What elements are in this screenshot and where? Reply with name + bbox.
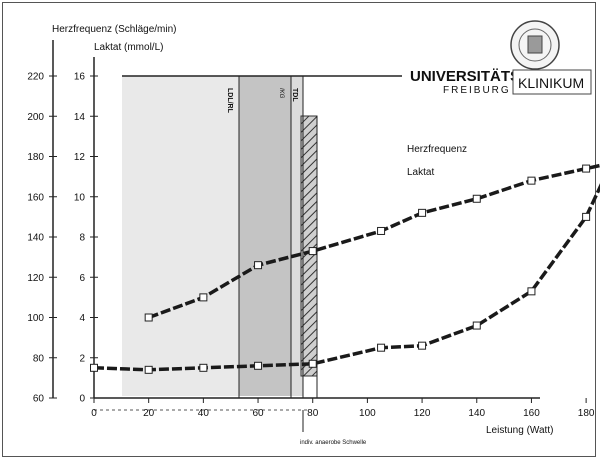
logo-line-2: FREIBURG	[443, 85, 511, 96]
series-point	[527, 287, 536, 296]
hr-tick-label: 100	[27, 313, 44, 324]
series-point	[582, 212, 591, 221]
series-point	[308, 247, 317, 256]
lactate-tick-label: 4	[79, 313, 85, 324]
x-tick-label: 60	[252, 408, 264, 419]
lactate-axis-title: Laktat (mmol/L)	[94, 42, 163, 53]
series-point	[582, 164, 591, 173]
series-point	[472, 321, 481, 330]
legend-laktat: Laktat	[407, 167, 434, 178]
hr-tick-label: 180	[27, 152, 44, 163]
x-tick-label: 20	[143, 408, 155, 419]
hr-tick-label: 80	[33, 353, 45, 364]
hr-tick-label: 60	[33, 394, 45, 405]
x-tick-label: 160	[523, 408, 540, 419]
lactate-tick-label: 6	[79, 273, 85, 284]
zone-threshold	[291, 76, 303, 396]
x-tick-label: 180	[578, 408, 595, 419]
x-tick-label: 140	[468, 408, 485, 419]
seal-shield	[527, 35, 543, 54]
hr-tick-label: 220	[27, 72, 44, 83]
threshold-annotation: indiv. anaerobe Schwelle	[300, 440, 367, 446]
figure-frame	[2, 2, 596, 457]
x-tick-label: 40	[198, 408, 210, 419]
zone-label-ikg: IKG	[278, 88, 284, 99]
hr-tick-label: 200	[27, 112, 44, 123]
series-point	[199, 363, 208, 372]
x-tick-label: 0	[91, 408, 97, 419]
lactate-tick-label: 16	[74, 72, 86, 83]
series-point	[199, 293, 208, 302]
x-tick-label: 100	[359, 408, 376, 419]
lactate-tick-label: 14	[74, 112, 86, 123]
logo: UNIVERSITÄTS FREIBURG KLINIKUM	[410, 20, 592, 96]
series-point	[418, 341, 427, 350]
series-point	[144, 313, 153, 322]
logo-line-3: KLINIKUM	[518, 75, 584, 91]
zone-aerobic	[122, 76, 239, 396]
legend-herzfrequenz: Herzfrequenz	[407, 144, 467, 155]
series-point	[377, 226, 386, 235]
series-point	[254, 261, 263, 270]
hr-axis-title: Herzfrequenz (Schläge/min)	[52, 24, 177, 35]
series-point	[377, 343, 386, 352]
seal-inner	[518, 28, 552, 62]
series-point	[308, 359, 317, 368]
x-axis-title: Leistung (Watt)	[486, 425, 553, 436]
zone-label-ldl: LDL/RL	[226, 88, 233, 114]
x-tick-label: 120	[414, 408, 431, 419]
hr-tick-label: 120	[27, 273, 44, 284]
series-point	[472, 194, 481, 203]
zone-transition	[239, 76, 291, 396]
lactate-tick-label: 2	[79, 353, 85, 364]
series-point	[418, 208, 427, 217]
lactate-tick-label: 12	[74, 152, 86, 163]
x-tick-label: 80	[307, 408, 319, 419]
series-point	[254, 361, 263, 370]
lactate-tick-label: 10	[74, 192, 86, 203]
hr-tick-label: 140	[27, 233, 44, 244]
series-point	[527, 176, 536, 185]
logo-line-1: UNIVERSITÄTS	[410, 68, 520, 85]
series-point	[90, 363, 98, 372]
series-point	[144, 365, 153, 374]
lactate-tick-label: 8	[79, 233, 85, 244]
zone-label-tdl: TDL	[291, 88, 298, 102]
lactate-tick-label: 0	[79, 394, 85, 405]
hr-tick-label: 160	[27, 192, 44, 203]
logo-box	[512, 69, 592, 95]
